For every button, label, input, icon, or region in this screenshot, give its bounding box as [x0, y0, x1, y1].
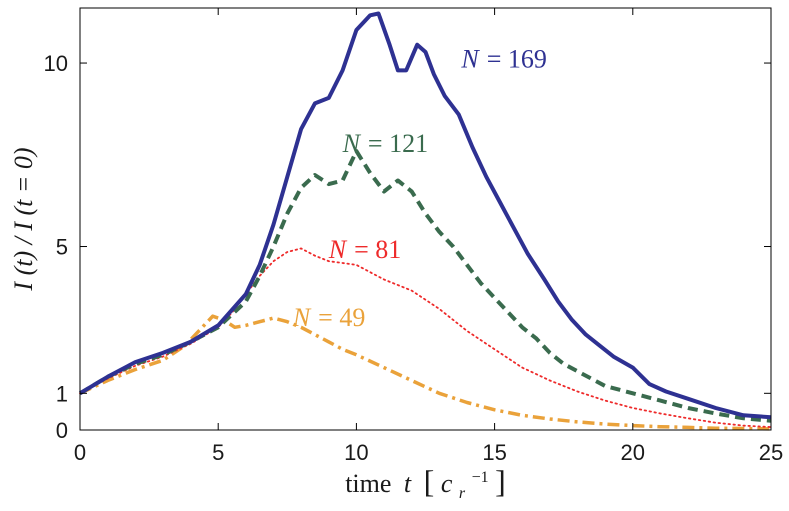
x-axis-bracket-open: [ — [424, 463, 435, 499]
plot-frame — [79, 7, 772, 431]
series-label-81: N = 81 — [328, 235, 402, 264]
y-tick-label: 0 — [56, 418, 68, 443]
series-layer — [78, 11, 772, 431]
series-label-eq: = 169 — [487, 44, 547, 73]
series-label-var: N — [292, 303, 312, 332]
x-axis-label: time t [ c r −1 ] — [345, 459, 506, 504]
series-label-var: N — [328, 235, 348, 264]
x-tick-label: 25 — [759, 440, 783, 465]
x-axis-label-var: t — [404, 469, 412, 498]
x-axis-unit-sup: −1 — [472, 469, 489, 486]
x-axis-bracket-close: ] — [495, 463, 506, 499]
series-label-eq: = 81 — [354, 235, 401, 264]
series-line-121 — [78, 149, 772, 423]
series-line-169 — [78, 11, 772, 420]
x-axis-unit-base: c — [441, 469, 453, 498]
series-line-81 — [79, 247, 772, 428]
y-tick-label: 1 — [56, 381, 68, 406]
series-label-49: N = 49 — [292, 303, 366, 332]
y-axis-label: I (t) / I (t = 0) — [9, 147, 38, 291]
x-tick-label: 15 — [482, 440, 506, 465]
y-tick-label: 5 — [56, 235, 68, 260]
series-label-169: N = 169 — [460, 44, 547, 73]
x-tick-label: 5 — [212, 440, 224, 465]
x-tick-label: 10 — [344, 440, 368, 465]
series-label-eq: = 49 — [318, 303, 365, 332]
series-label-eq: = 121 — [368, 129, 428, 158]
x-axis-label-text: time — [345, 469, 391, 498]
x-tick-label: 0 — [74, 440, 86, 465]
x-axis-unit-sub: r — [459, 485, 466, 502]
series-label-121: N = 121 — [342, 129, 429, 158]
x-tick-label: 20 — [621, 440, 645, 465]
series-label-var: N — [460, 44, 480, 73]
y-tick-label: 10 — [44, 51, 68, 76]
series-line-49 — [79, 314, 772, 431]
series-label-var: N — [342, 129, 362, 158]
